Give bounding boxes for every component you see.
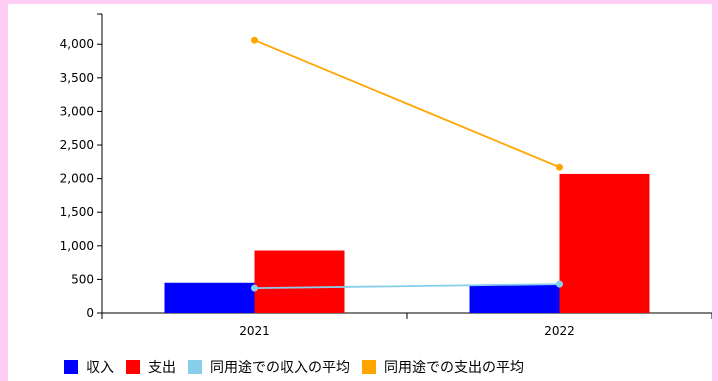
x-tick-label: 2021 bbox=[239, 324, 270, 338]
y-tick-label: 1,000 bbox=[60, 239, 94, 253]
y-tick-label: 1,500 bbox=[60, 205, 94, 219]
x-tick-label: 2022 bbox=[544, 324, 575, 338]
legend-item: 同用途での支出の平均 bbox=[362, 357, 524, 377]
line-series-4 bbox=[255, 40, 560, 167]
chart-panel: 0 500 1,000 1,500 2,000 2,500 3,000 3,500 4,000 2… bbox=[8, 4, 712, 381]
bar-1-2022 bbox=[470, 285, 560, 313]
bar-2-2021 bbox=[255, 251, 345, 313]
y-tick-label: 4,000 bbox=[60, 37, 94, 51]
y-tick-label: 500 bbox=[71, 272, 94, 286]
legend-label: 同用途での収入の平均 bbox=[210, 357, 350, 377]
legend-swatch bbox=[64, 360, 78, 374]
legend-swatch bbox=[188, 360, 202, 374]
legend-item: 支出 bbox=[126, 357, 176, 377]
bar-1-2021 bbox=[165, 283, 255, 313]
line-point-4-2021 bbox=[251, 37, 258, 44]
y-tick-label: 3,500 bbox=[60, 71, 94, 85]
legend-item: 同用途での収入の平均 bbox=[188, 357, 350, 377]
line-point-3-2021 bbox=[251, 285, 258, 292]
line-point-3-2022 bbox=[556, 281, 563, 288]
y-tick-label: 2,000 bbox=[60, 172, 94, 186]
legend-label: 同用途での支出の平均 bbox=[384, 357, 524, 377]
legend-label: 収入 bbox=[86, 357, 114, 377]
legend-label: 支出 bbox=[148, 357, 176, 377]
legend-swatch bbox=[362, 360, 376, 374]
y-tick-label: 2,500 bbox=[60, 138, 94, 152]
line-point-4-2022 bbox=[556, 164, 563, 171]
legend-swatch bbox=[126, 360, 140, 374]
bar-2-2022 bbox=[560, 174, 650, 313]
y-tick-label: 0 bbox=[86, 306, 94, 320]
y-tick-label: 3,000 bbox=[60, 104, 94, 118]
legend-item: 収入 bbox=[64, 357, 114, 377]
chart-svg: 0 500 1,000 1,500 2,000 2,500 3,000 3,500 4,000 2… bbox=[8, 4, 712, 354]
legend: 収入 支出 同用途での収入の平均 同用途での支出の平均 bbox=[64, 357, 536, 377]
